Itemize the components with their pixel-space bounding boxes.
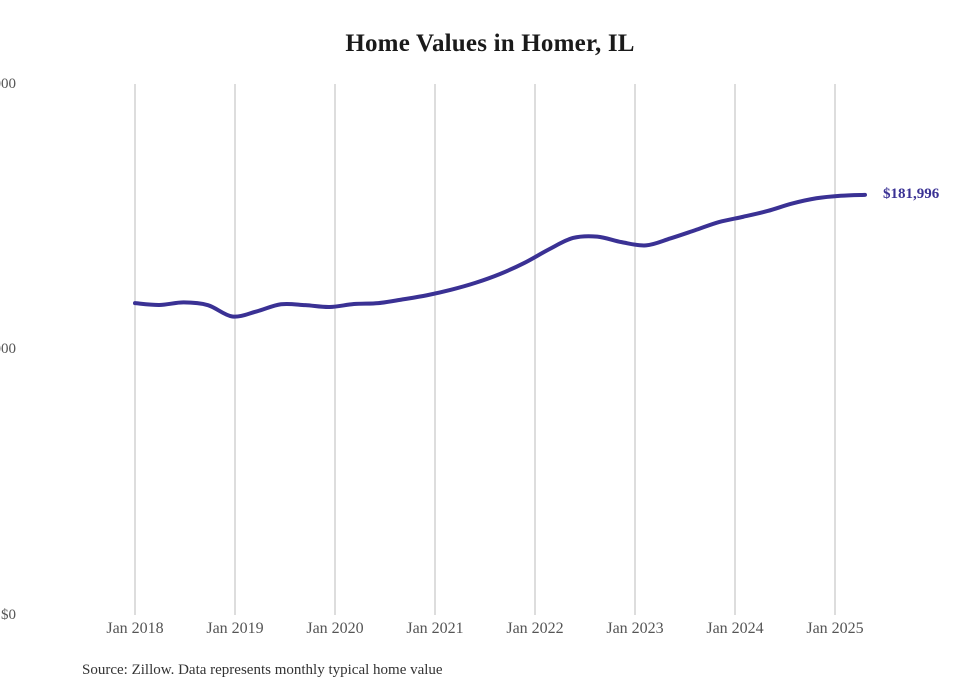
x-axis-tick-jan-2025: Jan 2025 (806, 620, 864, 637)
y-axis-tick-0: $0 (1, 607, 16, 623)
x-axis-tick-jan-2020: Jan 2020 (306, 620, 364, 637)
chart-title: Home Values in Homer, IL (345, 30, 635, 57)
end-value-annotation: $181,996 (883, 185, 940, 202)
x-axis-tick-jan-2022: Jan 2022 (506, 620, 564, 637)
x-axis-tick-jan-2019: Jan 2019 (206, 620, 264, 637)
y-axis-tick-230000: $230,000 (0, 76, 16, 92)
gridlines (134, 84, 836, 615)
x-axis-tick-jan-2018: Jan 2018 (106, 620, 164, 637)
x-axis-tick-jan-2021: Jan 2021 (406, 620, 464, 637)
x-axis-tick-jan-2024: Jan 2024 (706, 620, 764, 637)
source-note: Source: Zillow. Data represents monthly … (82, 662, 443, 678)
y-axis-tick-115000: $115,000 (0, 341, 16, 357)
x-axis-tick-jan-2023: Jan 2023 (606, 620, 664, 637)
series-line-typical-home-value (133, 192, 867, 319)
